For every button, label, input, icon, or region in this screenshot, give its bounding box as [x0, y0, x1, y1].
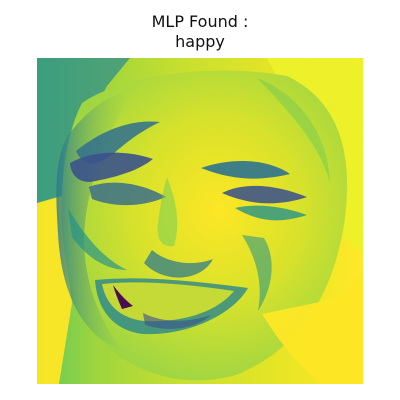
left-cheek-shadow — [56, 89, 135, 350]
figure-title: MLP Found : happy — [0, 12, 400, 52]
right-eye-lower-shadow — [235, 205, 307, 221]
teeth-highlight — [102, 282, 234, 322]
left-eye-shadow — [70, 152, 153, 182]
nose-bridge-shadow — [157, 177, 178, 247]
title-line-label: happy — [175, 32, 225, 51]
face-image — [37, 58, 363, 384]
upper-right-shadow — [257, 78, 330, 183]
right-brow-shadow — [201, 161, 290, 179]
right-smile-line — [242, 235, 272, 311]
face-image-panel — [37, 58, 363, 384]
mouth-dark-corner — [113, 285, 133, 309]
right-eye-shadow — [222, 185, 307, 204]
left-eye-lower-shadow — [89, 182, 166, 206]
title-line-model: MLP Found : — [151, 12, 249, 31]
lower-lip-shadow — [143, 313, 211, 329]
nose-shadow — [144, 250, 213, 278]
left-brow-shadow — [76, 121, 160, 164]
left-smile-line — [68, 208, 127, 270]
background-right-lower — [262, 269, 363, 384]
